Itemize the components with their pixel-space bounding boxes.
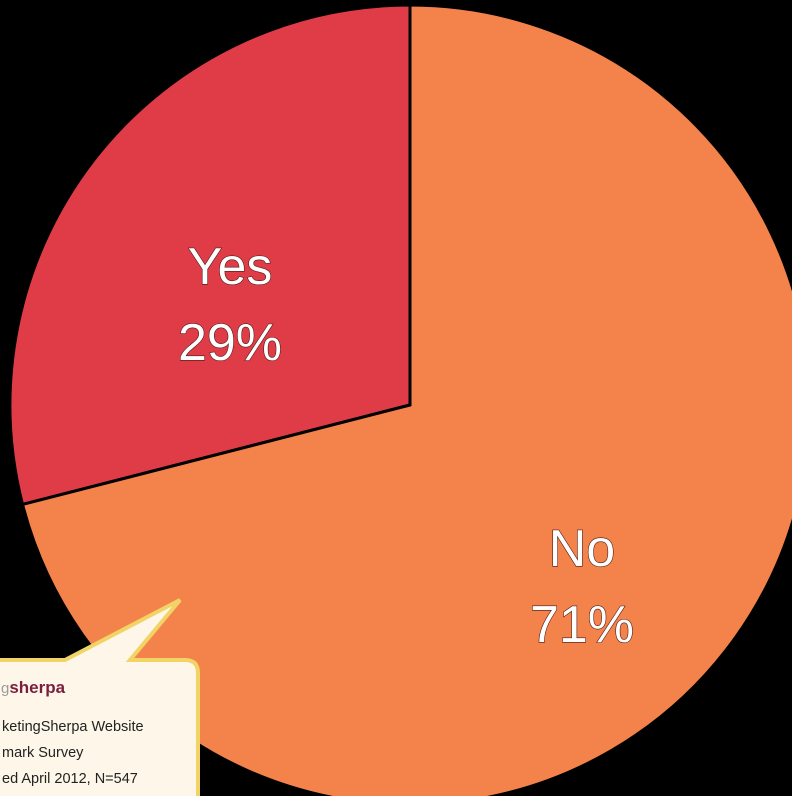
source-callout: gsherpa ketingSherpa Website mark Survey… xyxy=(0,598,200,796)
pie-slice-yes xyxy=(8,3,412,507)
callout-line: ketingSherpa Website xyxy=(2,719,144,735)
slice-label-no: No 71% xyxy=(530,520,634,654)
slice-category-label: No xyxy=(549,520,615,578)
slice-value-label: 29% xyxy=(178,314,282,372)
pie-slices xyxy=(8,3,792,796)
callout-line: mark Survey xyxy=(2,745,84,761)
callout-line: ed April 2012, N=547 xyxy=(2,771,138,787)
slice-category-label: Yes xyxy=(188,238,273,296)
callout-bubble xyxy=(0,598,200,796)
pie-labels: Yes 29% No 71% xyxy=(177,237,634,654)
slice-value-label: 71% xyxy=(530,596,634,654)
callout-logo-prefix: g xyxy=(1,680,9,697)
slice-label-yes: Yes 29% xyxy=(178,238,282,372)
callout-logo-brand: sherpa xyxy=(9,678,65,697)
callout-logo: gsherpa xyxy=(1,678,66,697)
